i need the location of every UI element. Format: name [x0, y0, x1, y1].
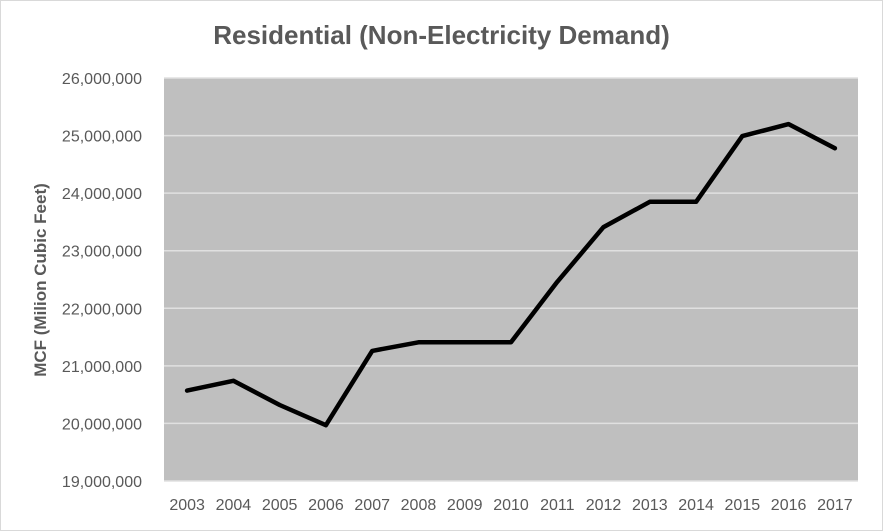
y-tick-label: 21,000,000	[62, 359, 142, 376]
x-tick-label: 2005	[262, 497, 298, 514]
y-tick-label: 22,000,000	[62, 301, 142, 318]
y-tick-label: 26,000,000	[62, 71, 142, 88]
y-tick-label: 24,000,000	[62, 186, 142, 203]
plot-area	[164, 78, 858, 481]
series-line-residential	[184, 121, 838, 428]
chart-title: Residential (Non-Electricity Demand)	[213, 20, 670, 50]
x-tick-label: 2003	[169, 497, 205, 514]
x-tick-label: 2006	[308, 497, 344, 514]
y-tick-label: 23,000,000	[62, 244, 142, 261]
x-tick-label: 2014	[678, 497, 714, 514]
x-axis-ticks: 2003 2004 2005 2006 2007 2008 2009 2010 2011 2012…	[169, 497, 852, 514]
x-tick-label: 2009	[447, 497, 483, 514]
x-tick-label: 2013	[632, 497, 668, 514]
x-tick-label: 2007	[354, 497, 390, 514]
x-tick-label: 2017	[817, 497, 853, 514]
x-tick-label: 2012	[586, 497, 622, 514]
gridlines	[164, 77, 858, 482]
x-tick-label: 2010	[493, 497, 529, 514]
y-tick-label: 20,000,000	[62, 416, 142, 433]
y-tick-label: 25,000,000	[62, 129, 142, 146]
x-tick-label: 2004	[216, 497, 252, 514]
x-tick-label: 2016	[771, 497, 807, 514]
x-tick-label: 2015	[725, 497, 761, 514]
x-tick-label: 2008	[401, 497, 437, 514]
x-tick-label: 2011	[540, 497, 575, 514]
y-axis-ticks: 19,000,000 20,000,000 21,000,000 22,000,000…	[62, 71, 142, 491]
y-tick-label: 19,000,000	[62, 474, 142, 491]
